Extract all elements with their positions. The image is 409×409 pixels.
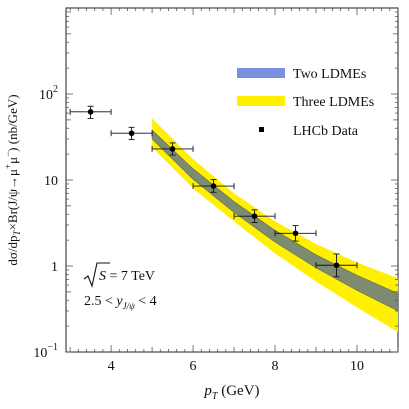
tick-layer xyxy=(66,8,399,353)
data-point-marker xyxy=(128,130,135,137)
data-point xyxy=(192,179,235,193)
data-point-marker xyxy=(210,183,217,189)
band-three-ldmes xyxy=(152,118,398,333)
text-layer: 4 6 8 10 10−1 1 10 102 pT (GeV) dσ/dpT×Br(J/ψ→μ+μ… xyxy=(3,67,374,402)
data-point xyxy=(110,126,153,141)
legend: Two LDMEs Three LDMEs LHCb Data xyxy=(237,67,374,139)
x-tick-label: 10 xyxy=(350,359,364,374)
data-point-marker xyxy=(169,146,176,152)
data-point-marker xyxy=(333,262,340,269)
data-layer xyxy=(69,105,358,278)
x-axis-label: pT (GeV) xyxy=(203,383,259,402)
data-point-marker xyxy=(87,109,94,115)
legend-swatch xyxy=(237,96,285,106)
y-tick-label: 1 xyxy=(51,260,58,275)
data-point-marker xyxy=(292,230,299,237)
legend-point xyxy=(259,127,264,132)
band-layer xyxy=(151,118,398,333)
x-tick-label: 8 xyxy=(272,359,279,374)
sqrt-symbol xyxy=(83,262,110,288)
data-point xyxy=(151,142,194,156)
y-tick-label: 10 xyxy=(44,174,58,189)
data-point xyxy=(274,225,317,242)
y-tick-label: 102 xyxy=(39,84,58,103)
annotation-rapidity: 2.5 < yJ/ψ < 4 xyxy=(84,294,157,311)
x-tick-label: 4 xyxy=(108,359,115,374)
data-point xyxy=(315,253,358,278)
annotation-energy-text: S = 7 TeV xyxy=(99,269,155,284)
data-point-marker xyxy=(251,213,258,219)
data-point xyxy=(233,209,276,224)
x-tick-label: 6 xyxy=(190,359,197,374)
legend-label: Three LDMEs xyxy=(293,95,374,110)
legend-swatch xyxy=(237,68,285,78)
data-point xyxy=(69,105,112,119)
legend-label: LHCb Data xyxy=(293,124,359,139)
y-axis-label: dσ/dpT×Br(J/ψ→μ+μ−) (nb/GeV) xyxy=(3,94,22,265)
legend-label: Two LDMEs xyxy=(293,67,366,82)
annotation-energy: S = 7 TeV xyxy=(83,262,155,288)
y-tick-label: 10−1 xyxy=(33,342,58,361)
